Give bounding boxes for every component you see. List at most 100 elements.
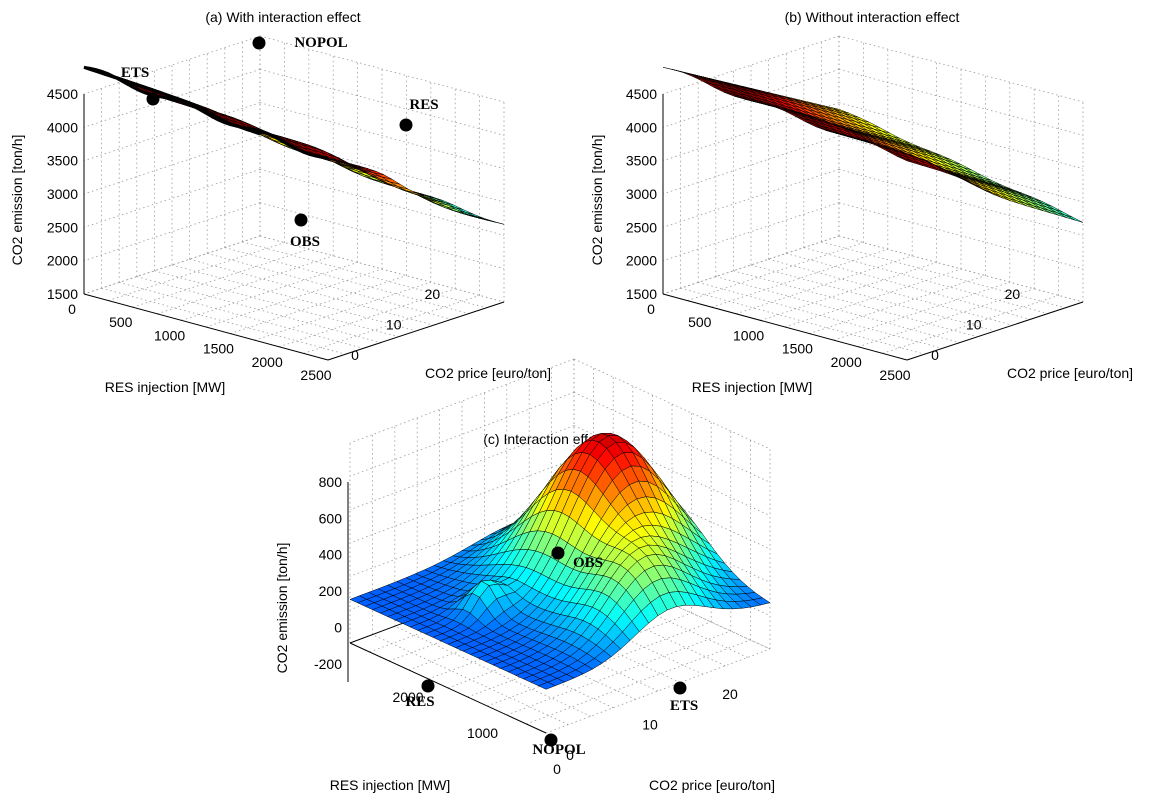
z-tick-label: 800 [319,474,343,490]
marker-label-ets: ETS [121,65,149,81]
x-tick-label: 0 [647,301,655,317]
marker-obs [551,546,565,560]
axes-grid [662,35,1084,361]
z-tick-label: 4500 [47,86,78,102]
tick-labels: 0 1000 2000 0 10 20 -200 0 200 400 600 800 [314,474,738,777]
y-tick-label: 10 [386,317,402,333]
grid-line [279,288,456,348]
panel-title: (c) Interaction effect [483,431,607,447]
grid-line [83,68,261,128]
grid-line [349,358,575,444]
x-tick-label: 1000 [467,725,498,741]
marker-ets [146,92,160,106]
x-tick-label: 2000 [252,354,283,370]
grid-line [662,202,840,262]
y-tick-label: 0 [566,747,574,763]
z-tick-label: 2000 [626,253,657,269]
grid-line [349,391,575,477]
y-axis-label: CO2 price [euro/ton] [649,777,775,793]
grid-line [259,202,505,270]
grid-line [662,102,840,162]
surface-plot [662,67,1084,223]
x-tick-label: 500 [109,314,133,330]
grid-line [786,253,1031,320]
grid-line [687,242,864,301]
grid-line [662,235,840,295]
grid-line [662,235,840,295]
grid-line [662,135,840,195]
grid-line [838,168,1084,236]
panel-without-interaction: (b) Without interaction effect 0 500 1000 1… [589,9,1133,395]
z-tick-label: 4000 [626,119,657,135]
marker-nopol [544,733,558,747]
grid-line [858,288,1035,348]
x-tick-label: 2000 [392,689,423,705]
x-tick-label: 2500 [879,367,910,383]
x-axis-label: RES injection [MW] [692,379,813,395]
x-axis-line [83,293,329,361]
x-axis-label: RES injection [MW] [105,379,226,395]
surface-plot [83,65,505,225]
x-tick-label: 1000 [733,327,764,343]
marker-label-obs: OBS [573,555,603,571]
z-tick-label: 2500 [626,219,657,235]
grid-line [349,491,575,577]
z-tick-label: 2500 [47,219,78,235]
grid-line [803,247,1048,314]
grid-line [230,275,407,334]
y-tick-label: 20 [1005,286,1021,302]
y-axis-label: CO2 price [euro/ton] [1007,365,1133,381]
grid-line [882,295,1059,354]
grid-line [259,35,505,103]
grid-line [83,202,261,262]
z-tick-label: 4500 [626,86,657,102]
grid-line [662,68,840,128]
y-axis-line [327,301,505,361]
grid-line [224,247,469,314]
point-markers: NOPOL ETS RES OBS [405,546,698,758]
grid-line [736,255,913,315]
grid-line [487,621,712,707]
marker-ets [673,681,687,695]
grid-line [750,264,996,332]
z-tick-label: -200 [314,656,342,672]
panel-with-interaction: (a) With interaction effect NOPOL ETS RES O… [9,9,551,395]
grid-line [259,102,505,170]
y-tick-label: 0 [931,347,939,363]
x-tick-label: 0 [68,301,76,317]
grid-line [838,35,1084,103]
x-tick-label: 2000 [831,354,862,370]
grid-line [259,168,505,236]
grid-line [545,648,771,734]
marker-res [399,118,413,132]
grid-line [303,295,480,354]
grid-line [108,242,285,301]
grid-line [136,276,381,343]
surface-patch [397,186,417,194]
grid-line [181,262,358,321]
grid-line [207,253,452,320]
x-tick-label: 1500 [203,341,234,357]
grid-line [242,241,487,309]
x-axis-line [662,293,908,361]
grid-line [83,102,261,162]
grid-line [821,241,1066,309]
panel-title: (a) With interaction effect [205,9,360,25]
grid-line [83,235,261,295]
grid-line [784,268,962,328]
grid-line [809,275,986,334]
grid-line [838,102,1084,170]
grid-line [83,168,261,228]
marker-label-nopol: NOPOL [294,35,347,51]
axes-grid [83,35,505,361]
grid-line [254,281,431,341]
grid-line [154,270,399,338]
z-tick-label: 1500 [47,286,78,302]
y-tick-label: 10 [966,317,982,333]
grid-line [189,258,434,326]
y-tick-label: 20 [425,286,441,302]
grid-line [171,264,417,332]
edge-ridge [83,65,329,160]
z-tick-label: 600 [319,510,343,526]
